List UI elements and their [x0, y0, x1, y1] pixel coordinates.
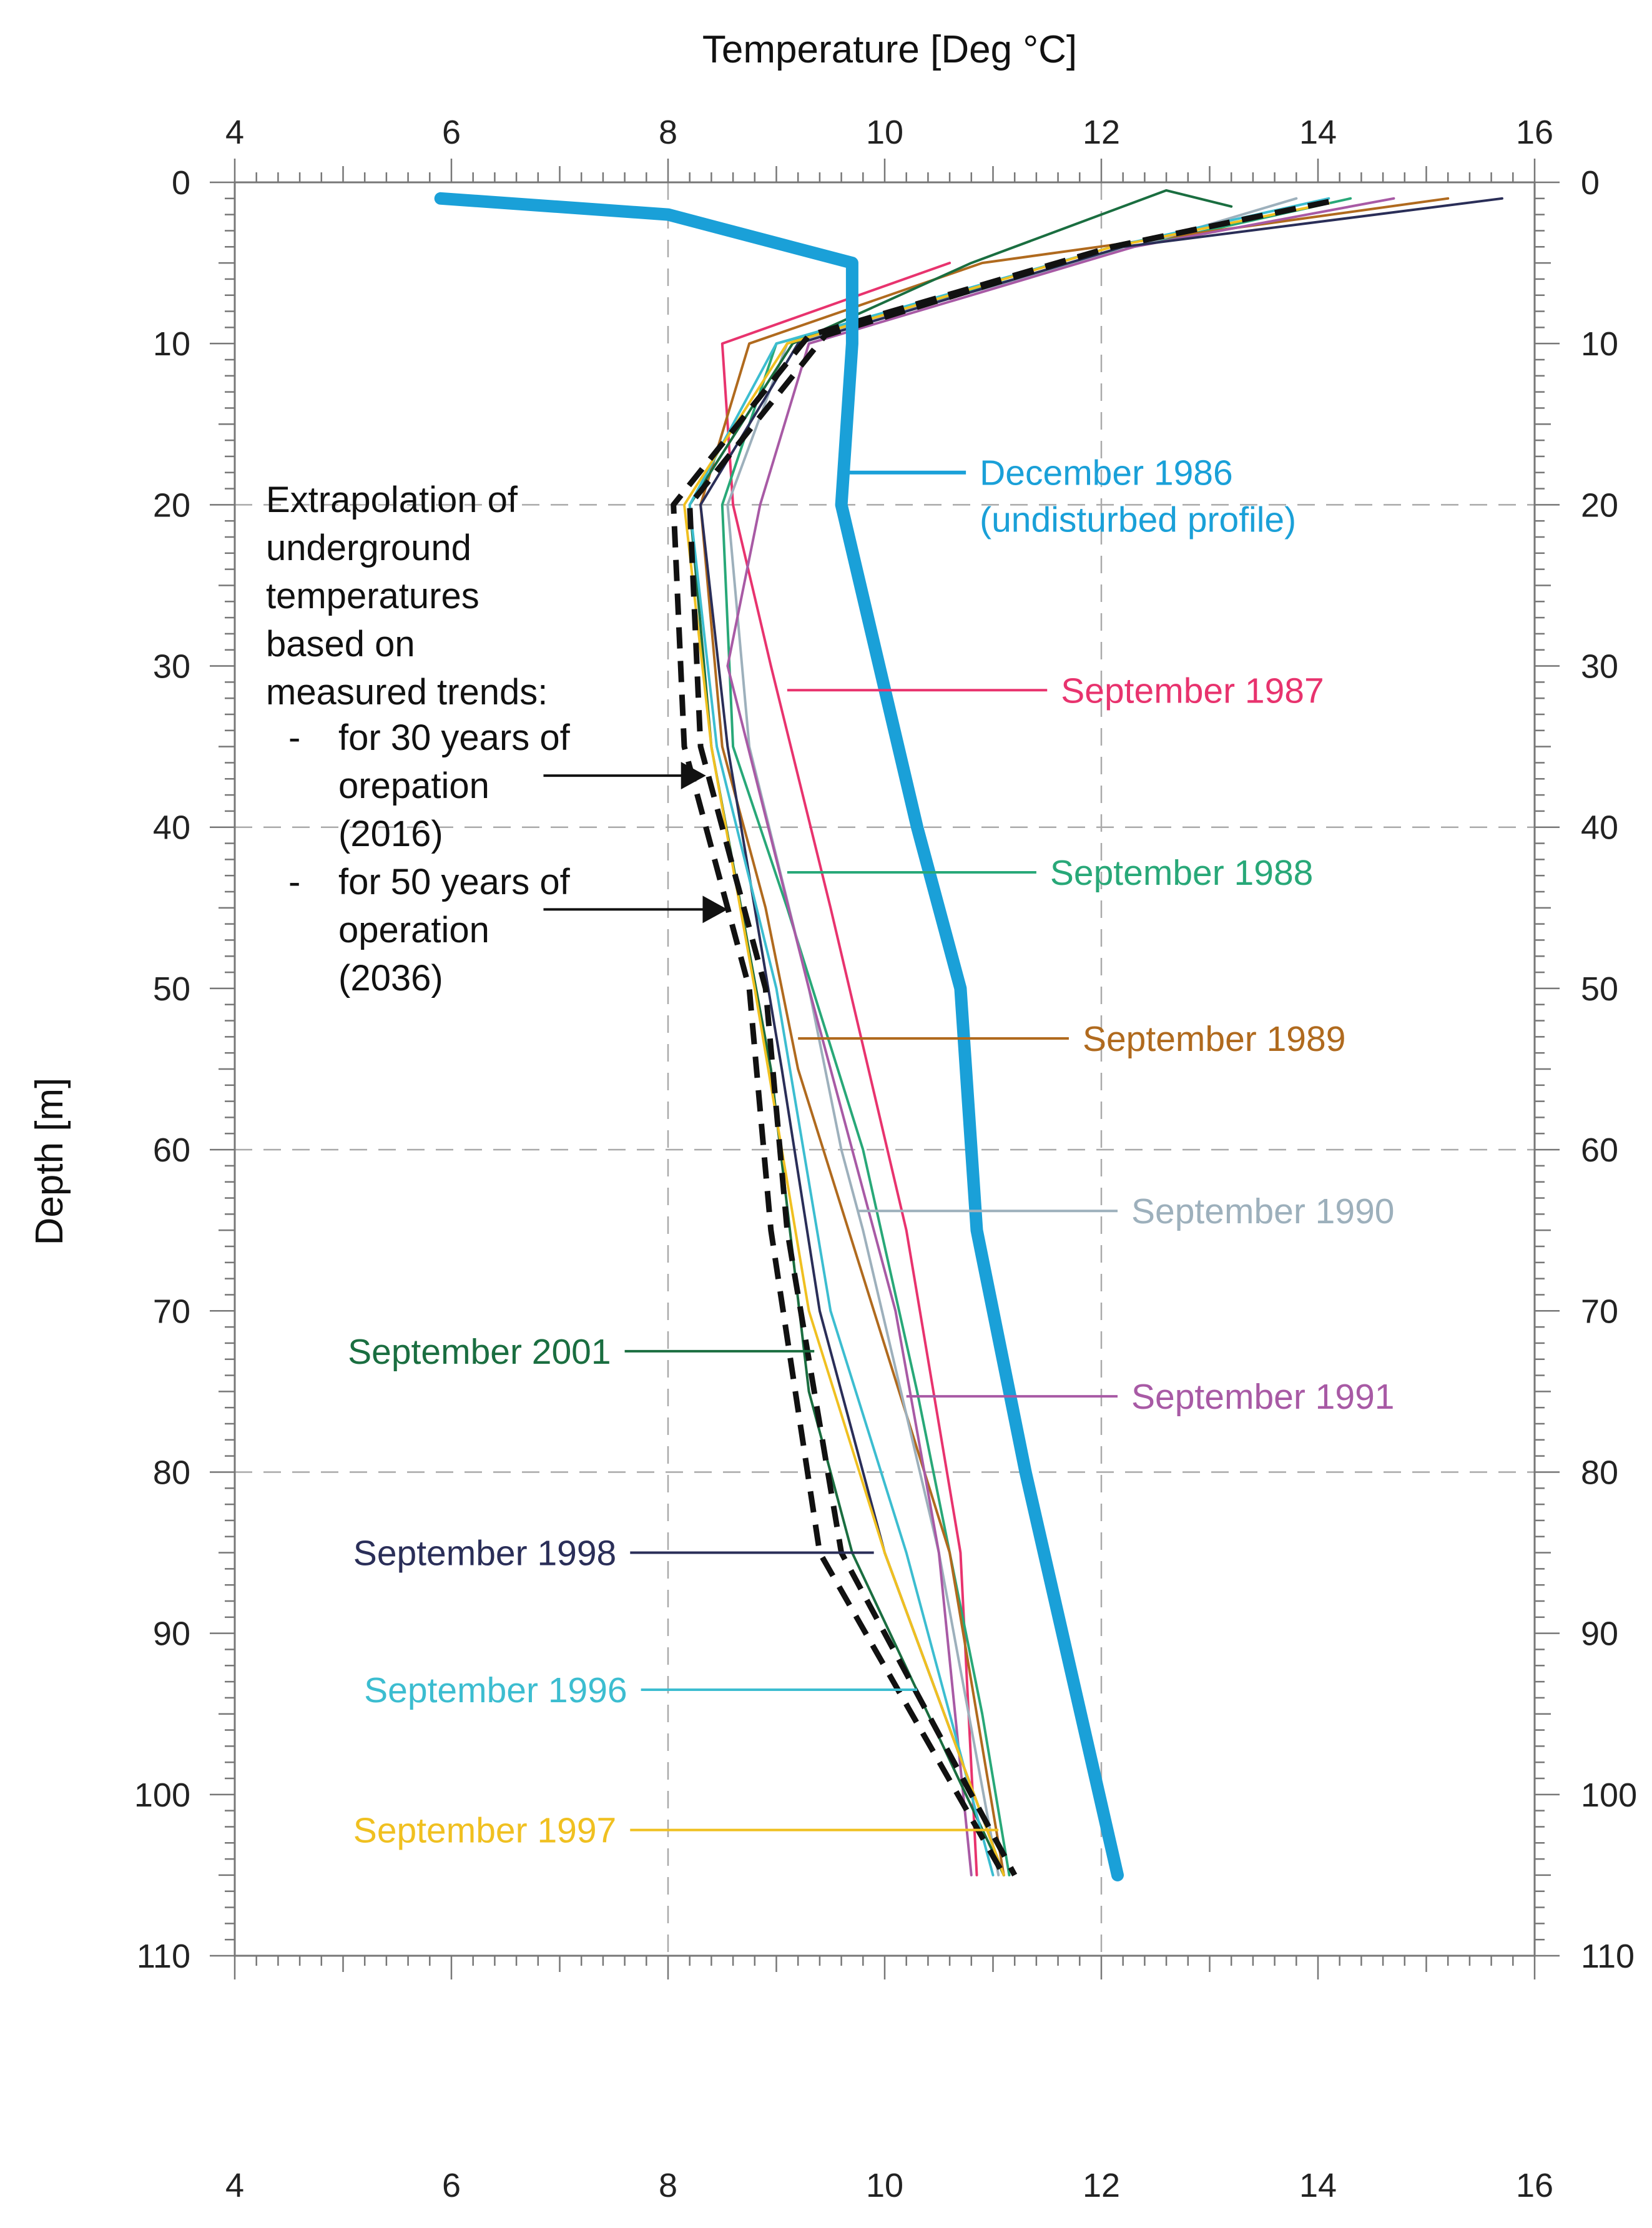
annotation-line: (2036) [338, 958, 443, 998]
y-tick-label-left: 40 [153, 809, 190, 847]
x-tick-label-bottom: 10 [866, 2167, 903, 2204]
series-label-september-1996: September 1996 [364, 1670, 627, 1710]
y-tick-label-left: 0 [172, 164, 190, 202]
x-tick-label-bottom: 4 [225, 2167, 244, 2204]
y-tick-label-left: 110 [137, 1938, 190, 1975]
x-tick-label-bottom: 8 [659, 2167, 677, 2204]
y-tick-label-right: 50 [1581, 970, 1618, 1008]
tick-labels: 4 4 6 6 8 8 10 10 12 12 14 14 16 16 0 0 10 10 20 20 30 30 40 40… [134, 114, 1637, 2204]
x-tick-label-top: 4 [225, 114, 244, 151]
series-label-september-1998: September 1998 [353, 1534, 616, 1574]
y-tick-label-right: 30 [1581, 648, 1618, 686]
annotation-arrow-head [681, 762, 706, 790]
series-line-december-1986 [434, 192, 1124, 1881]
series-label-september-1987: September 1987 [1061, 671, 1324, 711]
y-tick-label-left: 10 [153, 325, 190, 363]
y-tick-label-right: 60 [1581, 1131, 1618, 1169]
annotation-arrow-head [702, 895, 728, 924]
annotation-line: Extrapolation of [266, 480, 518, 520]
x-tick-label-top: 14 [1299, 114, 1337, 151]
series-label-september-2001: September 2001 [348, 1332, 611, 1372]
annotation-line: orepation [338, 766, 489, 806]
y-tick-label-left: 50 [153, 970, 190, 1008]
x-tick-label-bottom: 14 [1299, 2167, 1337, 2204]
series-label-september-1988: September 1988 [1050, 853, 1313, 893]
annotation-line: operation [338, 910, 489, 950]
series-label-september-1991: September 1991 [1131, 1377, 1394, 1417]
x-tick-label-top: 10 [866, 114, 903, 151]
annotation-line: underground [266, 528, 471, 568]
series-line-extrapolation-2036-50-years [671, 199, 1330, 1877]
annotation-line: (2016) [338, 814, 443, 854]
y-tick-label-right: 10 [1581, 325, 1618, 363]
x-tick-label-bottom: 6 [442, 2167, 461, 2204]
y-tick-label-right: 110 [1581, 1938, 1635, 1975]
y-tick-label-left: 30 [153, 648, 190, 686]
annotation-line: for 30 years of [338, 717, 571, 758]
y-tick-label-left: 70 [153, 1293, 190, 1330]
x-tick-label-bottom: 12 [1083, 2167, 1120, 2204]
series-line-september-1991 [726, 197, 1395, 1876]
y-tick-label-left: 100 [134, 1777, 190, 1814]
annotation-line: measured trends: [266, 672, 548, 712]
series-label-december-1986: December 1986 [980, 453, 1233, 493]
series-line-september-1997 [683, 202, 1330, 1876]
y-tick-label-right: 0 [1581, 164, 1600, 202]
series-line-september-1989 [699, 197, 1450, 1876]
series-labels: December 1986 (undisturbed profile) Septem… [348, 453, 1394, 1851]
y-tick-label-right: 90 [1581, 1615, 1618, 1653]
extrapolation-annotation: Extrapolation of underground temperatures b… [266, 480, 728, 998]
annotation-line: - [288, 862, 300, 902]
x-tick-label-top: 16 [1516, 114, 1553, 151]
series-label-line2-december-1986: (undisturbed profile) [980, 500, 1296, 540]
series-label-september-1989: September 1989 [1083, 1019, 1345, 1059]
y-tick-label-left: 90 [153, 1615, 190, 1653]
y-tick-label-left: 80 [153, 1454, 190, 1491]
y-tick-label-right: 20 [1581, 486, 1618, 524]
series-line-september-2001 [688, 189, 1233, 1876]
x-tick-label-top: 6 [442, 114, 461, 151]
label-leader-lines [624, 470, 1118, 1831]
x-tick-label-bottom: 16 [1516, 2167, 1553, 2204]
y-axis-title: Depth [m] [28, 1078, 71, 1246]
annotation-line: based on [266, 624, 415, 664]
series-label-september-1990: September 1990 [1131, 1191, 1394, 1231]
grid-lines [235, 182, 1535, 1956]
x-tick-label-top: 12 [1083, 114, 1120, 151]
annotation-line: - [288, 717, 300, 758]
y-tick-label-right: 80 [1581, 1454, 1618, 1491]
tick-marks [210, 159, 1560, 1979]
y-tick-label-right: 100 [1581, 1777, 1637, 1814]
annotation-line: for 50 years of [338, 862, 571, 902]
series-lines [434, 189, 1503, 1881]
x-tick-label-top: 8 [659, 114, 677, 151]
y-tick-label-left: 20 [153, 486, 190, 524]
series-line-september-1987 [720, 262, 978, 1876]
annotation-line: temperatures [266, 576, 479, 616]
x-axis-title: Temperature [Deg °C] [702, 28, 1077, 71]
y-tick-label-right: 40 [1581, 809, 1618, 847]
series-label-september-1997: September 1997 [353, 1811, 616, 1851]
y-tick-label-right: 70 [1581, 1293, 1618, 1330]
y-tick-label-left: 60 [153, 1131, 190, 1169]
